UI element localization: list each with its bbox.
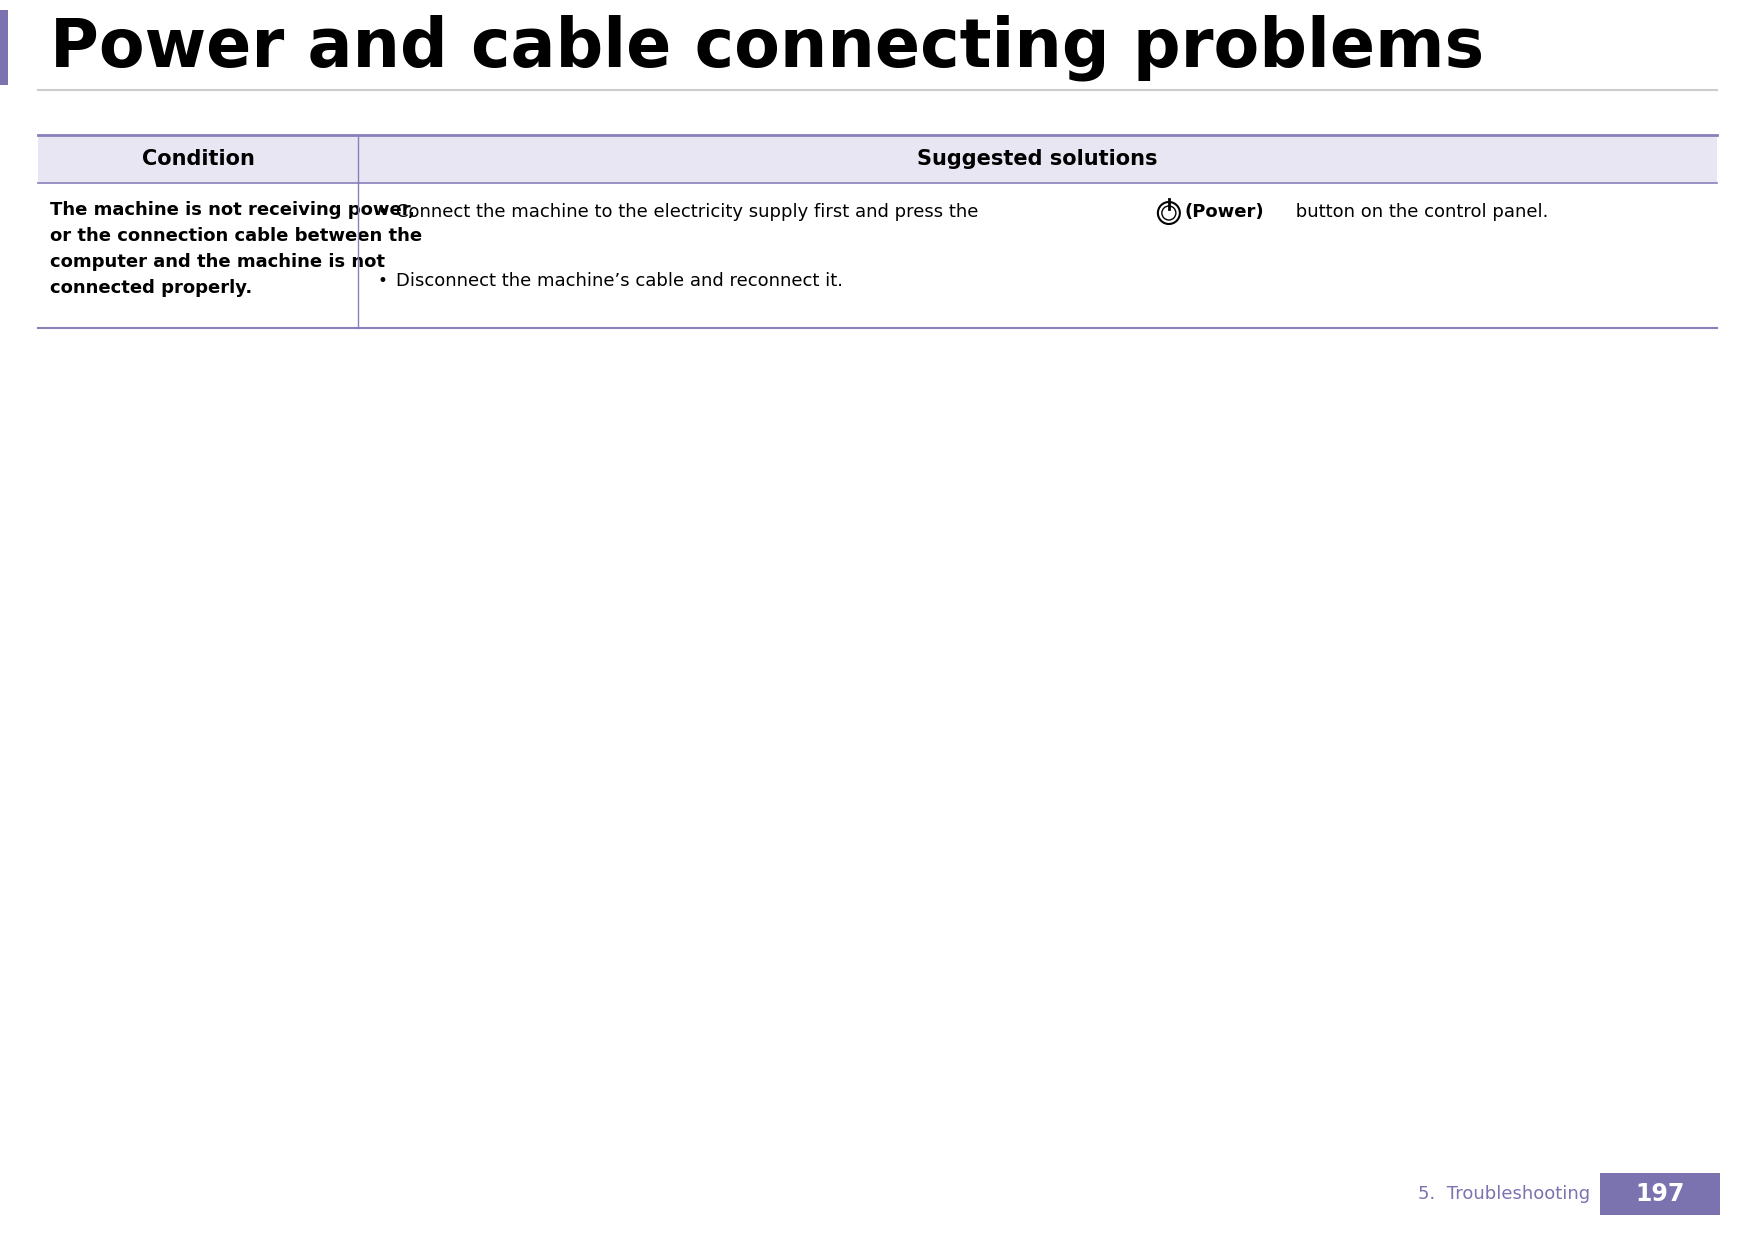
Text: Suggested solutions: Suggested solutions	[918, 149, 1158, 169]
Text: computer and the machine is not: computer and the machine is not	[49, 253, 384, 272]
Text: Connect the machine to the electricity supply first and press the: Connect the machine to the electricity s…	[397, 203, 985, 221]
Text: •: •	[377, 272, 388, 290]
Text: Disconnect the machine’s cable and reconnect it.: Disconnect the machine’s cable and recon…	[397, 272, 842, 290]
Text: •: •	[377, 203, 388, 221]
Bar	[39, 184, 1716, 329]
Bar	[0, 10, 9, 86]
Text: or the connection cable between the: or the connection cable between the	[49, 227, 423, 246]
Bar	[39, 135, 1716, 184]
Bar	[1601, 1173, 1720, 1215]
Text: connected properly.: connected properly.	[49, 279, 253, 298]
Text: (Power): (Power)	[1185, 203, 1265, 221]
Text: button on the control panel.: button on the control panel.	[1290, 203, 1548, 221]
Text: 197: 197	[1636, 1182, 1685, 1207]
Text: Power and cable connecting problems: Power and cable connecting problems	[49, 14, 1485, 81]
Text: 5.  Troubleshooting: 5. Troubleshooting	[1418, 1185, 1590, 1203]
Text: Condition: Condition	[142, 149, 254, 169]
Text: The machine is not receiving power,: The machine is not receiving power,	[49, 201, 414, 219]
